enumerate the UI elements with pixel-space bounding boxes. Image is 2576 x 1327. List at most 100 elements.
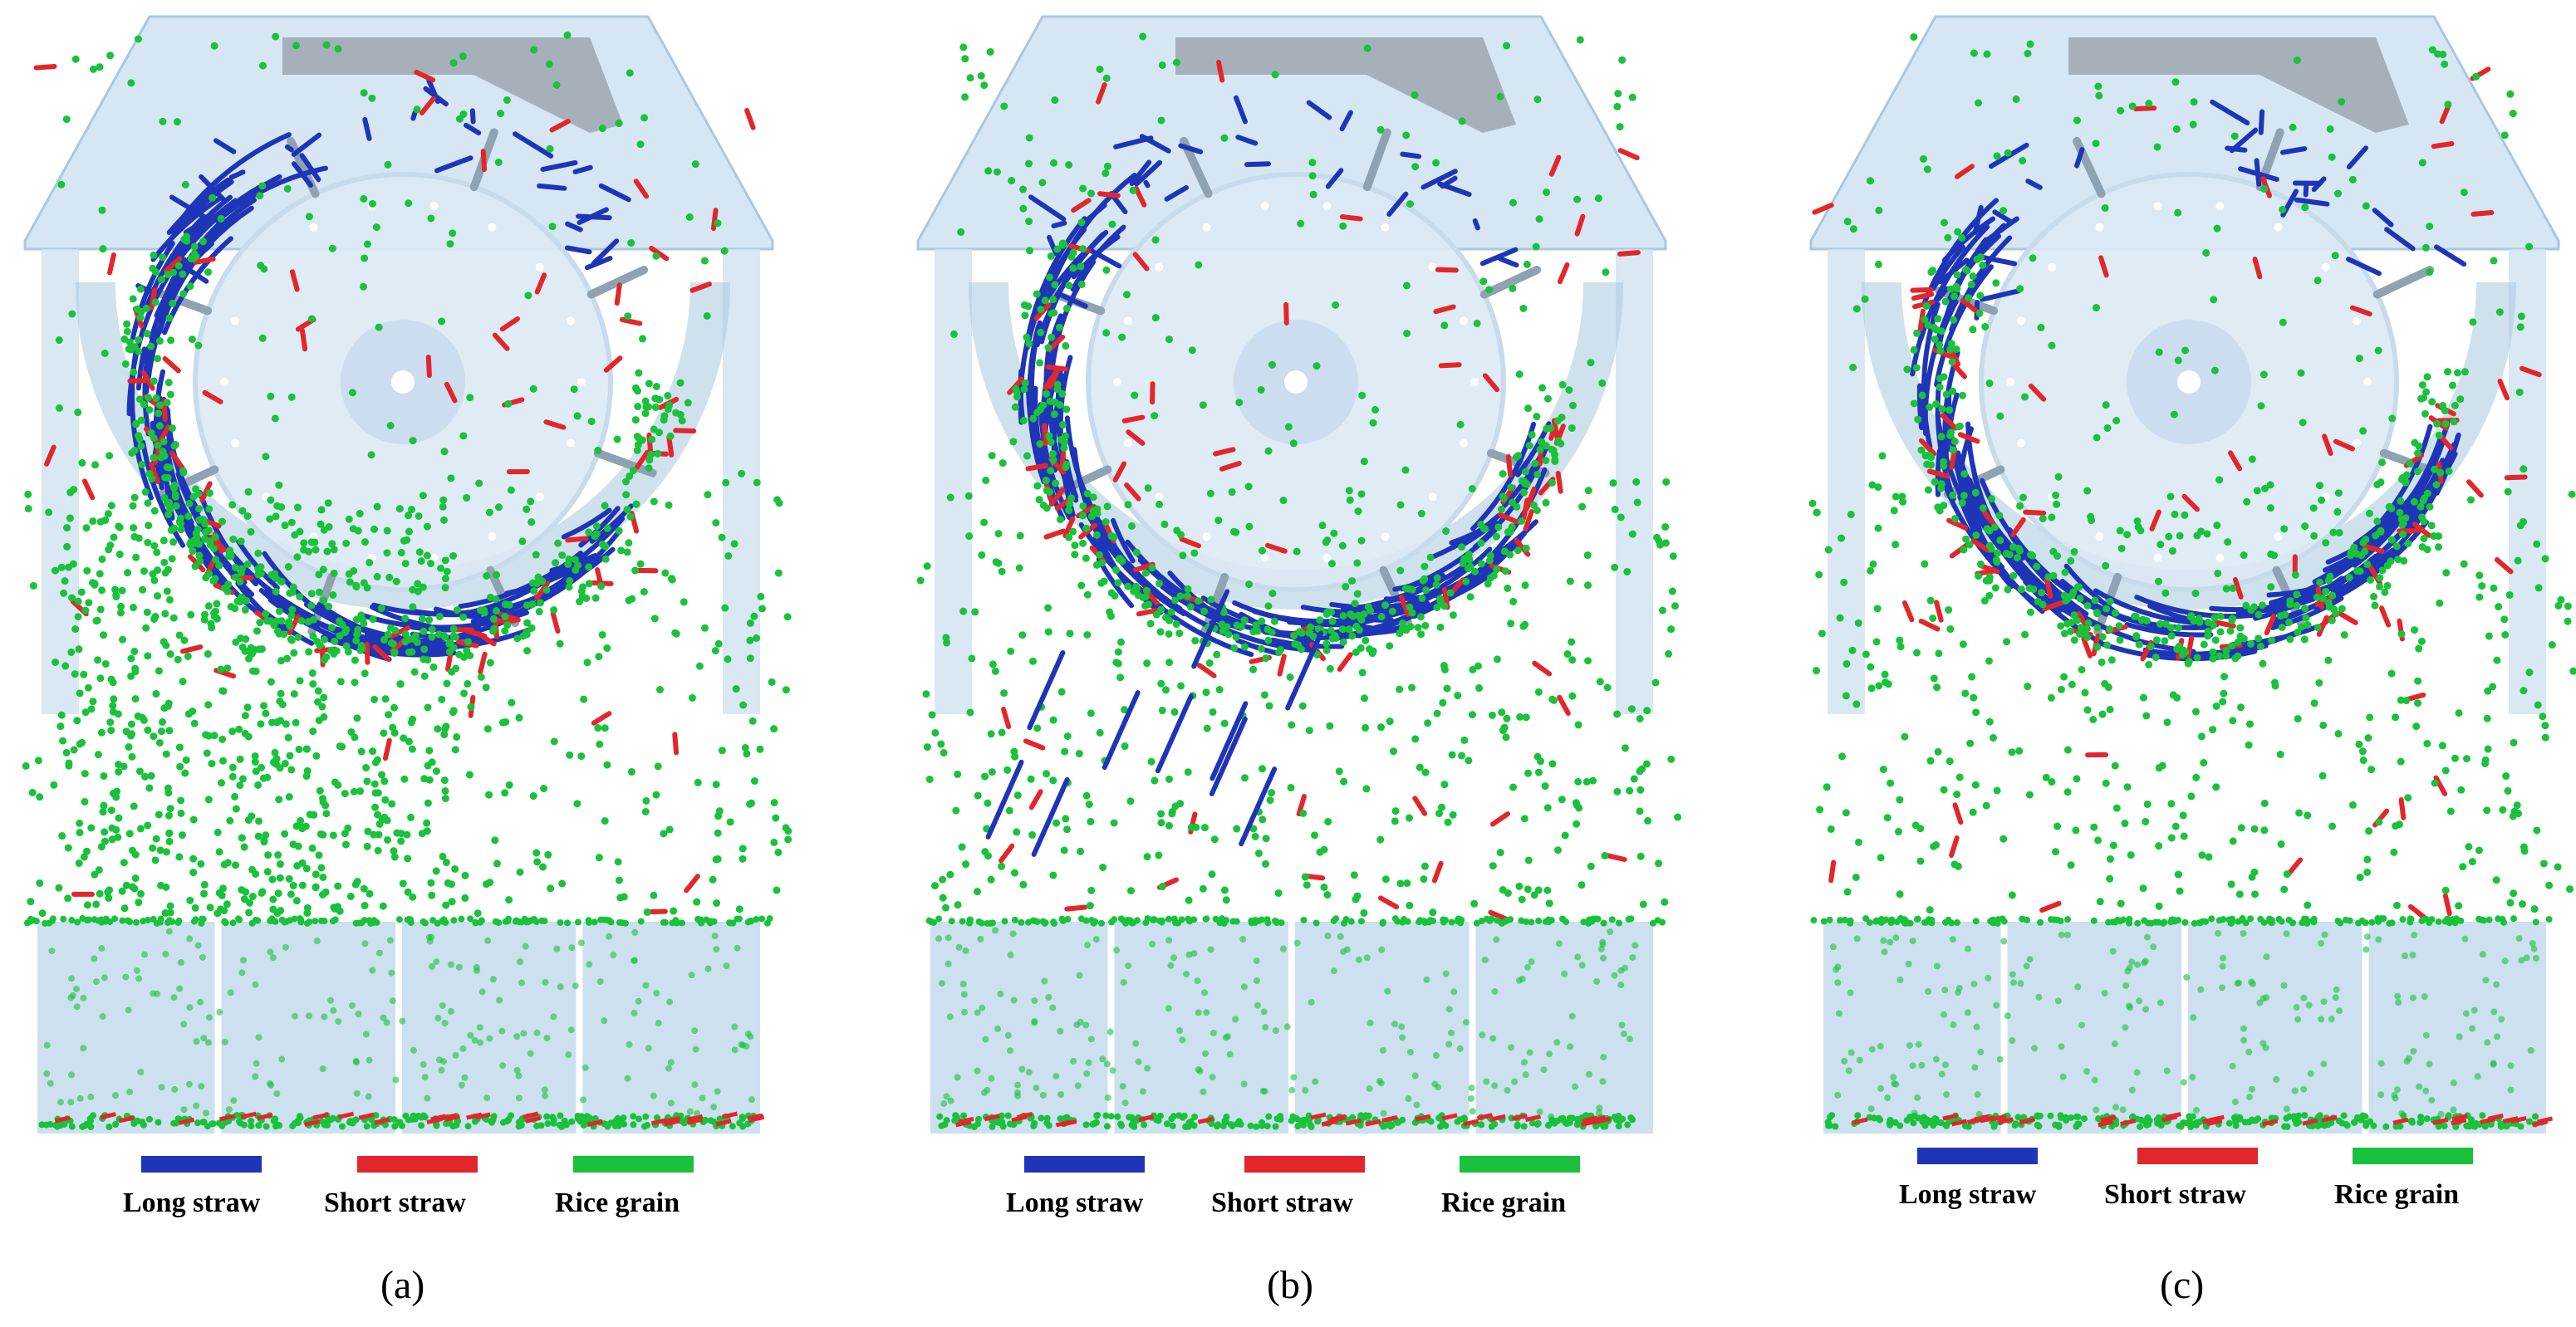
- rice-grain: [1041, 977, 1048, 985]
- rice-grain: [2564, 617, 2572, 625]
- bolt-hole: [1460, 316, 1469, 326]
- rice-grain: [473, 967, 481, 974]
- rice-grain: [1553, 1039, 1561, 1046]
- rice-grain: [2457, 786, 2466, 794]
- rice-grain: [564, 919, 572, 927]
- rice-grain: [402, 1112, 410, 1119]
- rice-grain: [1528, 431, 1536, 439]
- rice-grain: [139, 585, 147, 594]
- long-straw: [1028, 194, 1067, 222]
- rice-grain: [195, 551, 204, 560]
- bolt-hole: [1428, 492, 1437, 502]
- rice-grain: [179, 468, 188, 477]
- rice-grain: [940, 1099, 948, 1107]
- rice-grain: [1179, 551, 1187, 560]
- rice-grain: [541, 1086, 548, 1094]
- rice-grain: [770, 799, 778, 807]
- rice-grain: [486, 1035, 493, 1042]
- rice-grain: [80, 1045, 87, 1052]
- rice-grain: [2328, 616, 2336, 624]
- rice-grain: [1502, 733, 1510, 742]
- rice-grain: [1536, 1108, 1543, 1115]
- rice-grain: [1339, 222, 1347, 230]
- rice-grain: [1019, 880, 1028, 889]
- rice-grain: [439, 502, 447, 511]
- rice-grain: [1279, 945, 1287, 952]
- rice-grain: [60, 915, 67, 923]
- rice-grain: [327, 996, 335, 1004]
- short-straw: [1934, 600, 1944, 623]
- rice-grain: [170, 442, 179, 450]
- rice-grain: [361, 254, 369, 262]
- short-straw: [2333, 438, 2355, 452]
- rice-grain: [566, 751, 574, 759]
- rice-grain: [1408, 585, 1416, 594]
- rice-grain: [200, 880, 209, 889]
- rice-grain: [76, 689, 84, 698]
- rice-grain: [1626, 786, 1634, 795]
- rice-grain: [212, 556, 220, 564]
- rice-grain: [1309, 632, 1317, 640]
- rice-grain: [166, 650, 174, 659]
- rice-grain: [2063, 788, 2072, 796]
- rice-grain: [1220, 886, 1229, 894]
- rice-grain: [159, 717, 167, 726]
- rice-grain: [993, 168, 1001, 176]
- rice-grain: [1272, 1027, 1279, 1035]
- rice-grain: [269, 895, 277, 903]
- rice-grain: [1433, 603, 1441, 611]
- rice-grain: [948, 918, 955, 925]
- rice-grain: [1600, 954, 1607, 962]
- rice-grain: [2123, 531, 2132, 539]
- rice-grain: [111, 585, 120, 594]
- rice-grain: [1052, 819, 1061, 827]
- rice-grain: [282, 943, 289, 951]
- rice-grain: [1551, 457, 1559, 465]
- rice-grain: [2102, 779, 2110, 787]
- rice-grain: [2091, 596, 2099, 605]
- rice-grain: [1019, 185, 1028, 193]
- rice-grain: [1185, 951, 1193, 958]
- rice-grain: [56, 722, 65, 731]
- rice-grain: [286, 752, 294, 760]
- rice-grain: [1568, 401, 1577, 409]
- rice-grain: [154, 442, 162, 450]
- rice-grain: [1113, 947, 1121, 954]
- rice-grain: [2083, 601, 2092, 610]
- rice-grain: [574, 561, 582, 570]
- rice-grain: [1107, 531, 1116, 540]
- rice-grain: [349, 1119, 356, 1127]
- rice-grain: [1966, 739, 1975, 747]
- rice-grain: [1499, 494, 1508, 502]
- rice-grain: [1396, 685, 1404, 693]
- rice-grain: [490, 624, 498, 633]
- rice-grain: [351, 678, 359, 687]
- rice-grain: [441, 556, 449, 565]
- rice-grain: [2459, 863, 2467, 871]
- rice-grain: [741, 743, 749, 752]
- rice-grain: [1936, 383, 1944, 391]
- rice-grain: [2191, 590, 2200, 598]
- rice-grain: [1087, 817, 1095, 825]
- rice-grain: [1171, 802, 1180, 810]
- short-straw: [1901, 600, 1915, 623]
- rice-grain: [1440, 661, 1448, 669]
- rice-grain: [278, 1055, 286, 1063]
- rice-grain: [228, 772, 237, 781]
- rice-grain: [179, 678, 187, 686]
- rice-grain: [38, 909, 47, 918]
- rice-grain: [66, 514, 74, 522]
- rice-grain: [312, 546, 320, 554]
- rice-grain: [2155, 1114, 2162, 1121]
- short-straw: [1489, 1114, 1506, 1122]
- rice-grain: [141, 487, 150, 496]
- rice-grain: [537, 599, 545, 607]
- rice-grain: [275, 607, 283, 615]
- rice-grain: [121, 360, 130, 368]
- rice-grain: [542, 1092, 549, 1099]
- rice-grain: [254, 565, 263, 573]
- rice-grain: [372, 1112, 380, 1119]
- rice-grain: [145, 470, 154, 478]
- rice-grain: [645, 464, 653, 473]
- rice-grain: [1636, 786, 1645, 794]
